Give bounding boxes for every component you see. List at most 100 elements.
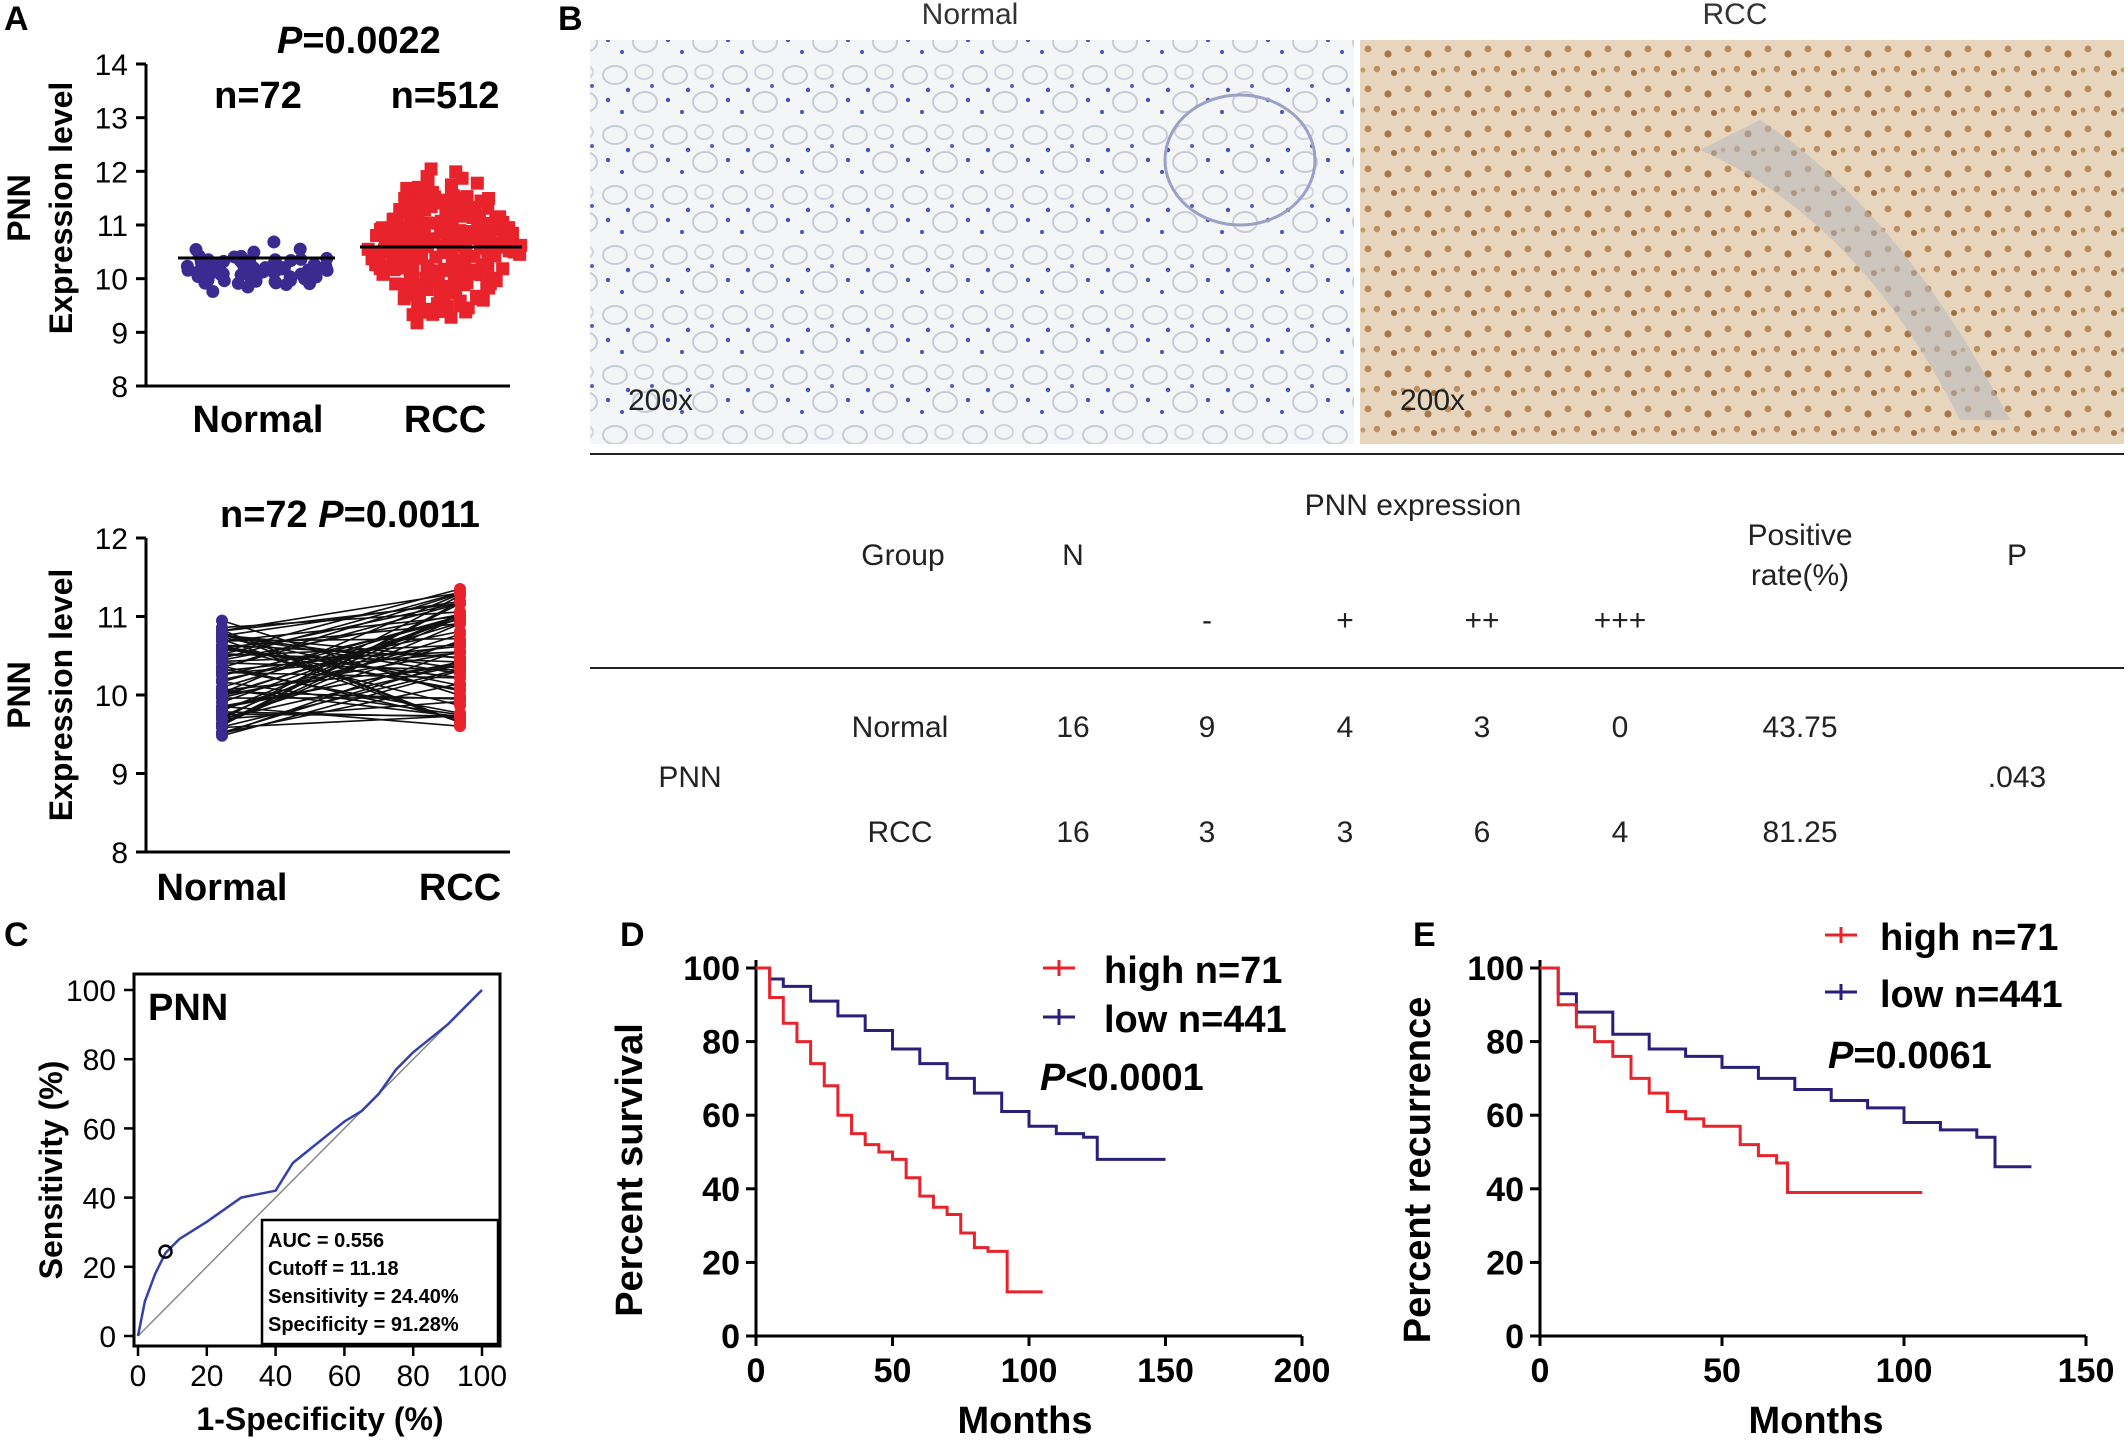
row-normal-neg: 9 <box>1199 711 1216 744</box>
row-normal-p3: 0 <box>1612 711 1629 744</box>
magnification-normal: 200x <box>628 384 693 417</box>
roc-stats-box <box>260 1218 500 1346</box>
d-pvalue: P<0.0001 <box>1040 1057 1204 1099</box>
rcc-point <box>437 262 451 276</box>
paired-line <box>221 615 461 683</box>
panel-e-recurrence: Percent recurrence Months 0 20 40 60 80 100 0 5… <box>1397 917 2114 1442</box>
y-tick-label: 100 <box>683 950 740 988</box>
paired-line <box>221 661 461 671</box>
x-tick-label: 150 <box>1137 1352 1194 1390</box>
y-tick-label: 8 <box>111 371 128 404</box>
y-tick-label: 80 <box>1486 1024 1524 1062</box>
normal-points <box>180 235 334 298</box>
header-level-3: +++ <box>1594 604 1647 637</box>
e-legend-high: high n=71 <box>1880 917 2058 959</box>
normal-point <box>267 266 281 280</box>
normal-point <box>269 276 283 290</box>
rcc-point <box>513 247 527 261</box>
x-tick-label: 0 <box>747 1352 766 1390</box>
row-normal-rate: 43.75 <box>1762 711 1837 744</box>
rcc-point <box>470 289 484 303</box>
x-tick-label: 0 <box>1531 1352 1550 1390</box>
table-p-value: .043 <box>1988 761 2046 794</box>
panel-b-table: PNN expression Group N Positive rate(%) … <box>590 453 2124 849</box>
normal-point <box>294 267 308 281</box>
normal-point <box>320 263 334 277</box>
rcc-points <box>361 162 528 330</box>
y-axis-label-line2: Expression level <box>43 82 79 335</box>
y-tick-label: 60 <box>702 1097 740 1135</box>
n-normal-label: n=72 <box>214 75 302 117</box>
row-rcc-p3: 4 <box>1612 816 1629 849</box>
ihc-image-rcc <box>1360 40 2124 444</box>
rcc-point <box>439 246 453 260</box>
y-tick-label: 80 <box>83 1044 116 1077</box>
y-tick-label: 0 <box>99 1321 116 1354</box>
roc-curve <box>136 989 483 1337</box>
x-tick-label: 80 <box>397 1360 430 1393</box>
paired-normal-point <box>216 640 228 653</box>
paired-line <box>221 637 461 642</box>
rcc-point <box>449 286 463 300</box>
header-n: N <box>1062 539 1084 572</box>
paired-rcc-point <box>454 710 466 723</box>
roc-inner-label: PNN <box>148 987 228 1029</box>
rcc-point <box>405 219 419 233</box>
normal-point <box>199 269 213 283</box>
row-label-pnn: PNN <box>658 761 721 794</box>
rcc-point <box>415 250 429 264</box>
normal-point <box>189 243 203 257</box>
x-label-normal: Normal <box>157 867 288 909</box>
paired-line <box>221 711 461 718</box>
rcc-point <box>439 203 453 217</box>
rcc-point <box>502 221 516 235</box>
y-tick-label: 9 <box>111 317 128 350</box>
row-rcc-p2: 6 <box>1474 816 1491 849</box>
paired-rcc-point <box>454 640 466 653</box>
d-legend-low: low n=441 <box>1104 999 1287 1041</box>
paired-line <box>221 636 461 687</box>
paired-normal-point <box>216 703 228 716</box>
paired-lines <box>216 582 466 742</box>
x-tick-label: 100 <box>457 1360 507 1393</box>
panel-letter-d: D <box>620 916 645 954</box>
y-tick-label: 9 <box>111 759 128 792</box>
rcc-point <box>376 267 390 281</box>
paired-n: n=72 <box>220 494 318 536</box>
rcc-point <box>386 212 400 226</box>
rcc-point <box>426 191 440 205</box>
row-rcc-group: RCC <box>868 816 933 849</box>
x-tick-label: 20 <box>190 1360 223 1393</box>
panel-a-bottom: n=72 P=0.0011 PNN Expression level 8 9 10 1… <box>1 494 510 909</box>
d-pvalue-value: <0.0001 <box>1065 1057 1203 1099</box>
x-label-normal: Normal <box>193 399 324 441</box>
paired-line <box>221 700 461 720</box>
rcc-point <box>453 224 467 238</box>
header-level-2: ++ <box>1464 604 1499 637</box>
normal-point <box>277 261 291 275</box>
roc-cutoff-point <box>158 1244 173 1259</box>
normal-point <box>206 256 220 270</box>
image-title-rcc: RCC <box>1703 0 1768 31</box>
panel-b-images: Normal RCC 200x 200x <box>590 0 2124 444</box>
y-tick-label: 11 <box>97 602 128 635</box>
panel-letter-e: E <box>1413 916 1436 954</box>
header-group: Group <box>861 539 944 572</box>
e-pvalue: P=0.0061 <box>1828 1035 1992 1077</box>
paired-line <box>221 591 461 660</box>
roc-ticks: 00 20 20 40 40 60 60 80 80 100 100 <box>66 975 507 1393</box>
roc-specificity: Specificity = 91.28% <box>268 1314 459 1336</box>
panel-c-roc: PNN Sensitivity (%) 1-Specificity (%) 00… <box>33 972 507 1437</box>
paired-line <box>221 633 461 711</box>
x-label-rcc: RCC <box>419 867 501 909</box>
rcc-point <box>472 210 486 224</box>
paired-rcc-point <box>454 683 466 696</box>
row-normal-p1: 4 <box>1337 711 1354 744</box>
header-level-1: + <box>1336 604 1354 637</box>
paired-line <box>221 611 461 629</box>
header-level-neg: - <box>1202 604 1212 637</box>
paired-line <box>221 645 461 691</box>
y-tick-label: 40 <box>83 1183 116 1216</box>
rcc-point <box>449 165 463 179</box>
roc-y-label: Sensitivity (%) <box>33 1061 69 1280</box>
